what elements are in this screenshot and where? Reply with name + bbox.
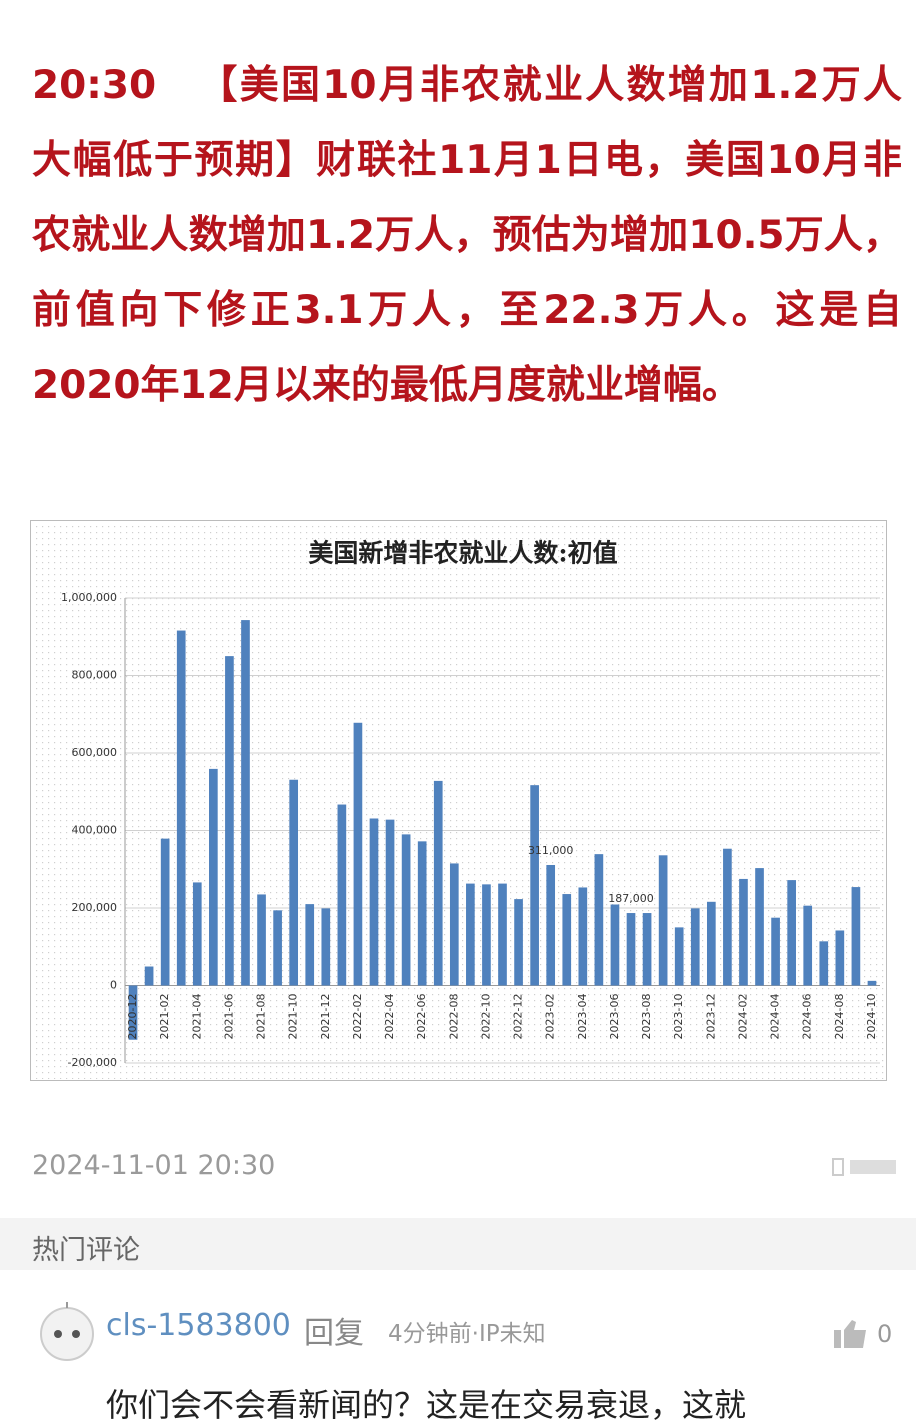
comment-reply[interactable]: 回复 — [304, 1316, 364, 1351]
y-tick-label: 400,000 — [72, 824, 118, 837]
bar — [305, 904, 315, 986]
y-tick-label: 0 — [110, 979, 117, 992]
bar — [658, 855, 668, 986]
x-tick-label: 2021-04 — [190, 994, 203, 1040]
avatar[interactable] — [36, 1300, 98, 1362]
bar — [771, 917, 780, 986]
bar — [642, 913, 652, 986]
bar — [176, 630, 186, 986]
bar — [466, 883, 475, 986]
bar — [449, 863, 459, 986]
x-tick-label: 2023-08 — [640, 994, 653, 1040]
bar — [690, 908, 700, 986]
bar — [514, 899, 523, 986]
x-tick-label: 2022-08 — [447, 994, 460, 1040]
bar — [289, 779, 299, 986]
x-tick-label: 2024-04 — [769, 994, 782, 1040]
chart: 美国新增非农就业人数:初值 -200,000 0 200,000 400,000 600… — [30, 520, 887, 1081]
bar — [417, 841, 427, 986]
x-tick-label: 2021-06 — [222, 994, 235, 1040]
article-time: 20:30 — [32, 63, 157, 108]
x-tick-label: 2023-12 — [704, 994, 717, 1040]
bar — [144, 966, 154, 986]
x-tick-label: 2022-12 — [512, 994, 525, 1040]
bar — [803, 905, 813, 986]
x-tick-label: 2023-02 — [544, 994, 557, 1040]
x-tick-label: 2021-12 — [319, 994, 332, 1040]
bar — [385, 819, 395, 986]
bar — [546, 864, 556, 986]
comments-title: 热门评论 — [32, 1235, 140, 1266]
bar — [241, 620, 250, 986]
data-label: 187,000 — [608, 892, 654, 905]
bar — [353, 722, 363, 986]
bar — [369, 818, 379, 986]
bar — [562, 894, 572, 986]
comment-user[interactable]: cls-1583800 — [106, 1308, 291, 1343]
y-tick-label: 200,000 — [72, 901, 118, 914]
bar — [867, 980, 877, 986]
chart-background — [32, 522, 885, 1079]
bar — [723, 848, 732, 986]
y-tick-label: 1,000,000 — [61, 591, 117, 604]
y-tick-label: 800,000 — [72, 669, 118, 682]
x-tick-label: 2022-02 — [351, 994, 364, 1040]
x-tick-label: 2023-04 — [576, 994, 589, 1040]
bar — [273, 910, 282, 986]
bar — [755, 868, 764, 986]
bar — [706, 901, 716, 986]
comment-text: 你们会不会看新闻的？这是在交易衰退，这就 — [106, 1386, 747, 1424]
chart-title: 美国新增非农就业人数:初值 — [308, 539, 617, 568]
share-icon[interactable] — [832, 1155, 898, 1179]
bar — [128, 985, 138, 1040]
bar — [739, 878, 748, 986]
bar — [626, 913, 636, 986]
bar — [819, 941, 829, 986]
x-tick-label: 2024-10 — [865, 994, 878, 1040]
bar — [401, 834, 411, 986]
bar — [610, 904, 620, 986]
bar — [209, 768, 218, 986]
bar — [594, 854, 604, 986]
x-tick-label: 2022-06 — [415, 994, 428, 1040]
bar — [192, 882, 202, 986]
x-tick-label: 2022-04 — [383, 994, 396, 1040]
bar — [482, 884, 491, 986]
like-icon[interactable] — [832, 1318, 868, 1350]
y-tick-label: -200,000 — [68, 1056, 117, 1069]
like-count[interactable]: 0 — [877, 1320, 893, 1348]
x-tick-label: 2024-02 — [736, 994, 749, 1040]
x-tick-label: 2021-08 — [255, 994, 268, 1040]
x-tick-label: 2024-08 — [833, 994, 846, 1040]
bar — [160, 838, 170, 986]
y-tick-label: 600,000 — [72, 746, 118, 759]
data-label: 311,000 — [528, 844, 574, 857]
bar — [530, 785, 539, 986]
bar — [787, 880, 796, 986]
bar — [674, 927, 684, 986]
bar — [578, 887, 588, 986]
timestamp: 2024-11-01 20:30 — [32, 1150, 276, 1181]
bar — [257, 894, 266, 986]
x-tick-label: 2023-06 — [608, 994, 621, 1040]
bar — [337, 804, 347, 986]
x-tick-label: 2020-12 — [126, 994, 139, 1040]
bar — [498, 883, 507, 986]
bar — [851, 887, 861, 986]
bar — [835, 930, 845, 986]
x-tick-label: 2023-10 — [672, 994, 685, 1040]
bar — [225, 656, 234, 986]
x-tick-label: 2021-10 — [287, 994, 300, 1040]
x-tick-label: 2022-10 — [479, 994, 492, 1040]
comment-meta: 4分钟前·IP未知 — [388, 1321, 546, 1347]
x-tick-label: 2024-06 — [801, 994, 814, 1040]
comments-header: 热门评论 — [0, 1218, 916, 1270]
article: 20:30 【美国10月非农就业人数增加1.2万人 大幅低于预期】财联社11月1日… — [32, 48, 902, 423]
bar — [321, 908, 331, 986]
bar — [433, 780, 443, 986]
article-body: 【美国10月非农就业人数增加1.2万人 大幅低于预期】财联社11月1日电，美国1… — [32, 63, 902, 408]
x-tick-label: 2021-02 — [158, 994, 171, 1040]
